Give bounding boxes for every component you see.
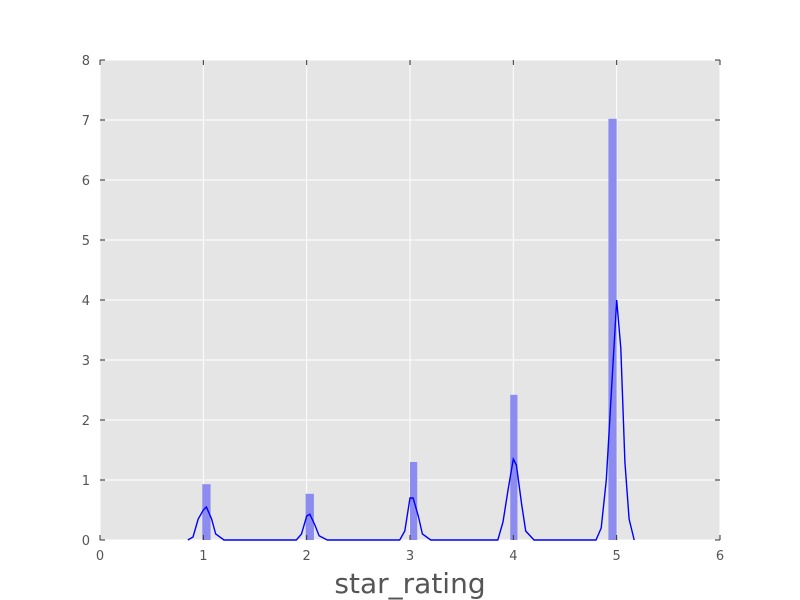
histogram-bar [510, 394, 518, 540]
histogram-bar [305, 493, 314, 540]
kde-curve [187, 299, 635, 541]
histogram-bar [202, 484, 211, 540]
y-tick-label: 8 [82, 54, 90, 69]
y-tick-label: 6 [82, 174, 90, 189]
y-tick-label: 0 [82, 534, 90, 549]
tick-labels: 0 1 2 3 4 5 6 0 1 2 3 4 5 6 7 8 [82, 54, 724, 564]
x-tick-label: 3 [406, 549, 414, 564]
kde-line [187, 299, 635, 541]
x-tick-label: 5 [613, 549, 621, 564]
x-tick-label: 2 [303, 549, 311, 564]
y-tick-label: 1 [82, 474, 90, 489]
y-tick-label: 3 [82, 354, 90, 369]
x-tick-label: 1 [199, 549, 207, 564]
x-tick-label: 6 [716, 549, 724, 564]
histogram-bar [608, 118, 617, 541]
axis-ticks [99, 59, 721, 541]
y-tick-label: 4 [82, 294, 90, 309]
y-tick-label: 5 [82, 234, 90, 249]
y-tick-label: 7 [82, 114, 90, 129]
x-tick-label: 4 [509, 549, 517, 564]
x-tick-label: 0 [96, 549, 104, 564]
y-tick-label: 2 [82, 414, 90, 429]
x-axis-title: star_rating [334, 567, 485, 600]
